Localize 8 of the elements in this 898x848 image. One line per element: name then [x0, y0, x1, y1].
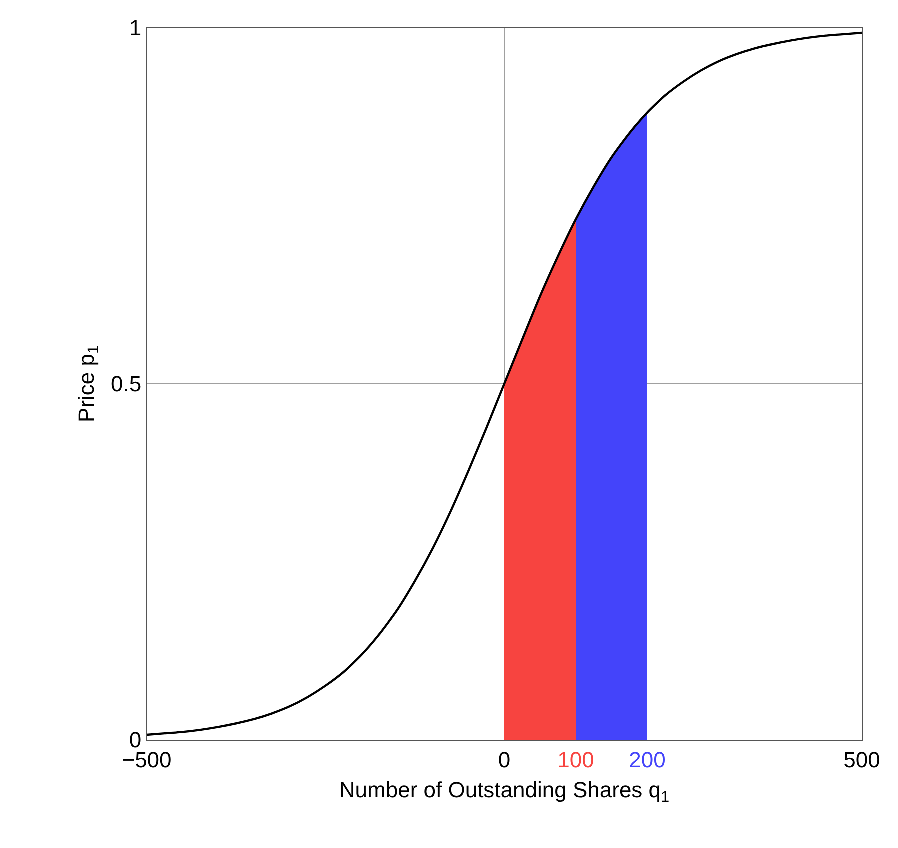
x-tick-label: 100 — [558, 747, 594, 772]
y-tick-label: 1 — [129, 16, 142, 41]
x-axis-title: Number of Outstanding Shares q$_{1}$ — [339, 777, 670, 806]
x-tick-label: 200 — [629, 747, 666, 772]
y-tick-label: 0.5 — [111, 372, 142, 397]
x-tick-label: 500 — [844, 747, 880, 772]
x-tick-label: 0 — [498, 747, 511, 772]
line-series — [147, 32, 862, 736]
